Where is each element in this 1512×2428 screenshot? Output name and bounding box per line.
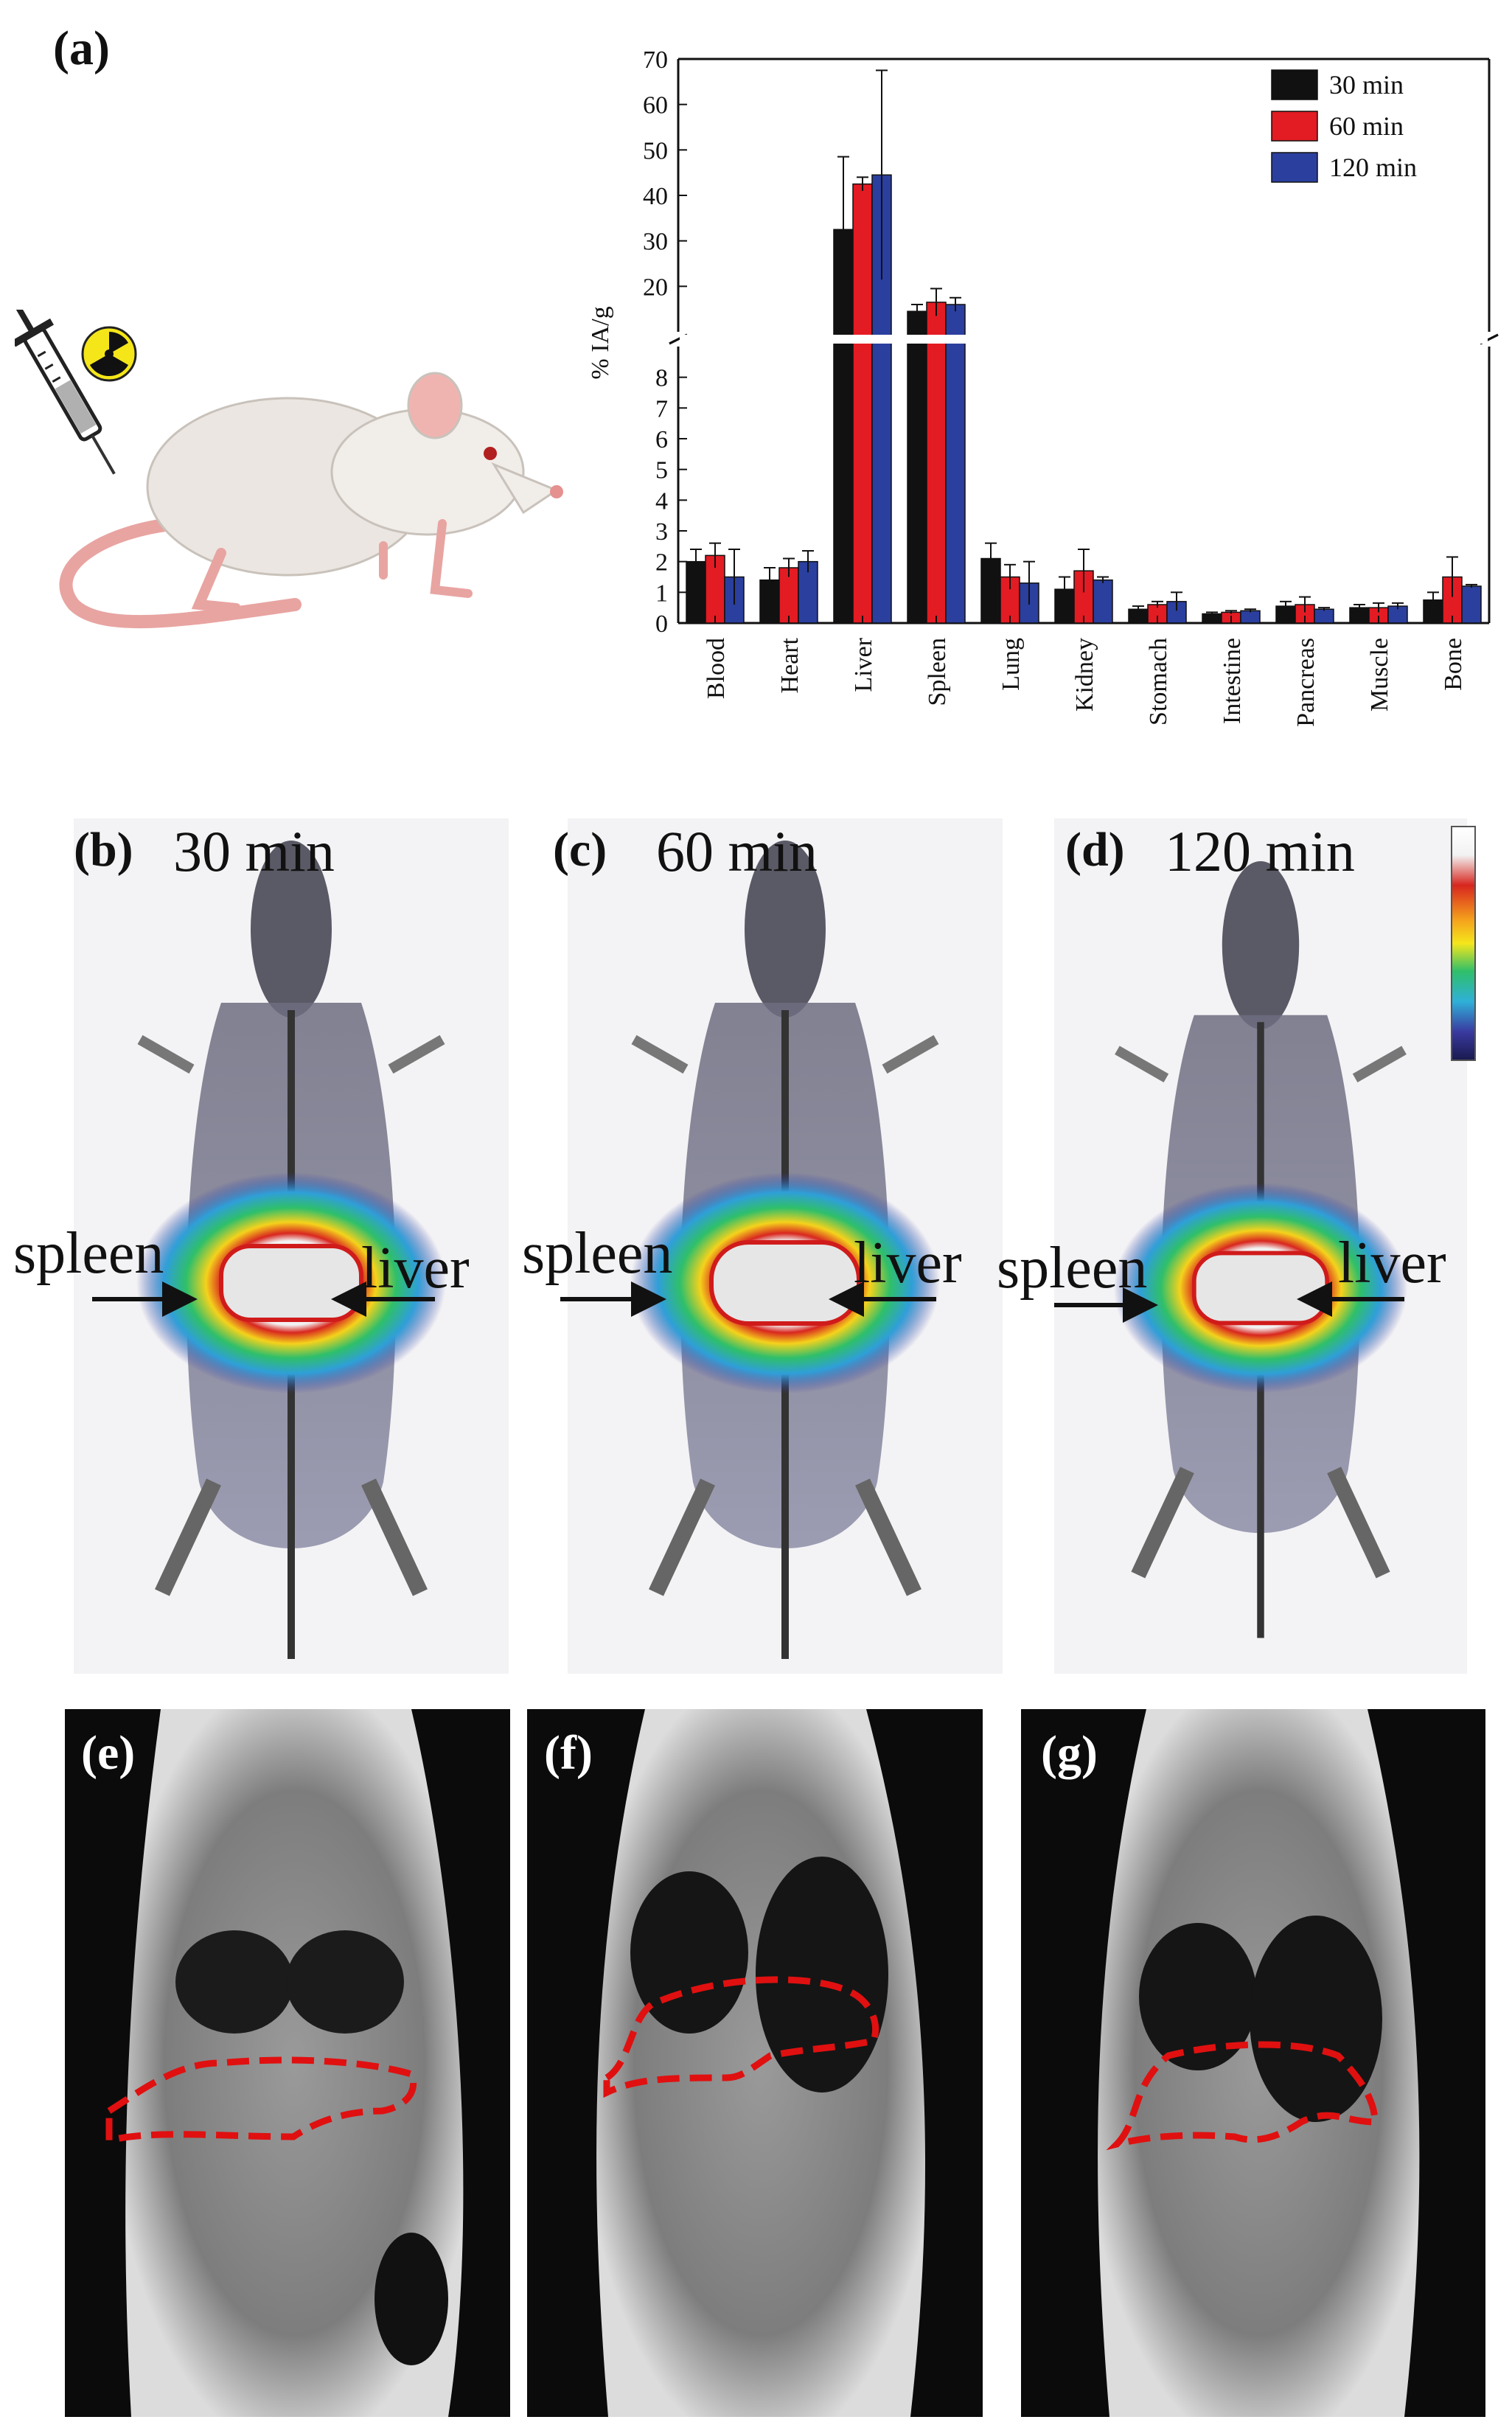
color-scale-bar: [1451, 826, 1476, 1061]
biodistribution-bar-chart: 0 1 2 3 4 5 6 7 8 20 30 40 50 60 70 % IA/g Blood Heart Liv…: [587, 46, 1499, 727]
panel-label-d: (d): [1065, 823, 1125, 877]
panel-label-e: (e): [81, 1726, 136, 1780]
x-tick-label: Muscle: [1366, 638, 1393, 712]
x-tick-label: Bone: [1440, 638, 1467, 691]
bar-liver-1: [852, 183, 873, 624]
mouse-injection-illustration: [15, 310, 563, 629]
liver-label-30min: liver: [361, 1236, 470, 1301]
y-tick-label: 70: [643, 46, 668, 74]
x-tick-label: Pancreas: [1292, 638, 1320, 727]
axis-break-band: [680, 335, 1488, 344]
legend-label: 120 min: [1329, 153, 1417, 182]
x-tick-label: Intestine: [1219, 638, 1246, 724]
y-tick-label: 30: [643, 229, 668, 256]
y-tick-label: 7: [655, 395, 668, 422]
y-tick-label: 4: [655, 487, 668, 515]
x-tick-label: Spleen: [924, 638, 951, 706]
x-tick-label: Stomach: [1145, 638, 1172, 726]
bar-spleen-0: [907, 310, 927, 624]
panel-label-b: (b): [74, 823, 133, 877]
x-tick-label: Blood: [703, 638, 730, 699]
y-tick-label: 50: [643, 137, 668, 164]
mri-image-e: [65, 1709, 510, 2417]
spleen-label-60min: spleen: [522, 1221, 673, 1286]
y-tick-label: 0: [655, 611, 668, 638]
y-tick-label: 8: [655, 365, 668, 392]
y-tick-label: 1: [655, 580, 668, 607]
legend-label: 60 min: [1329, 111, 1404, 141]
y-tick-label: 3: [655, 518, 668, 546]
y-tick-label: 6: [655, 426, 668, 453]
bar-bone-2: [1461, 585, 1482, 624]
y-tick-label: 2: [655, 549, 668, 577]
liver-label-60min: liver: [854, 1231, 962, 1295]
radiation-icon: [81, 326, 137, 382]
y-tick-label: 60: [643, 92, 668, 119]
bar-spleen-2: [945, 304, 966, 624]
spleen-label-30min: spleen: [13, 1221, 164, 1286]
y-tick-label: 5: [655, 457, 668, 484]
time-label-120min: 120 min: [1165, 819, 1355, 883]
y-tick-label: 20: [643, 274, 668, 301]
y-tick-label: 40: [643, 183, 668, 210]
time-label-60min: 60 min: [656, 819, 818, 883]
bar-intestine-2: [1240, 610, 1261, 624]
pet-image-120min: [1054, 818, 1467, 1674]
panel-label-g: (g): [1041, 1726, 1098, 1780]
time-label-30min: 30 min: [173, 819, 335, 883]
bar-pancreas-2: [1314, 608, 1334, 624]
legend-swatch: [1271, 69, 1318, 100]
x-tick-label: Kidney: [1071, 638, 1098, 712]
x-tick-label: Heart: [776, 637, 804, 693]
panel-label-f: (f): [544, 1726, 593, 1780]
legend-swatch: [1271, 152, 1318, 183]
legend-label: 30 min: [1329, 70, 1404, 100]
pet-image-30min: [74, 818, 509, 1674]
spleen-label-120min: spleen: [997, 1236, 1148, 1301]
pet-image-60min: [568, 818, 1003, 1674]
bar-kidney-2: [1093, 579, 1113, 624]
x-tick-label: Lung: [997, 638, 1025, 691]
mri-image-g: [1021, 1709, 1485, 2417]
liver-label-120min: liver: [1338, 1231, 1446, 1295]
panel-label-c: (c): [553, 823, 607, 877]
x-tick-label: Liver: [850, 637, 877, 692]
panel-label-a: (a): [53, 21, 110, 75]
syringe-icon: [15, 310, 116, 475]
bar-spleen-1: [926, 302, 947, 624]
y-axis-label: % IA/g: [587, 306, 614, 379]
mri-image-f: [527, 1709, 983, 2417]
legend-swatch: [1271, 111, 1318, 142]
